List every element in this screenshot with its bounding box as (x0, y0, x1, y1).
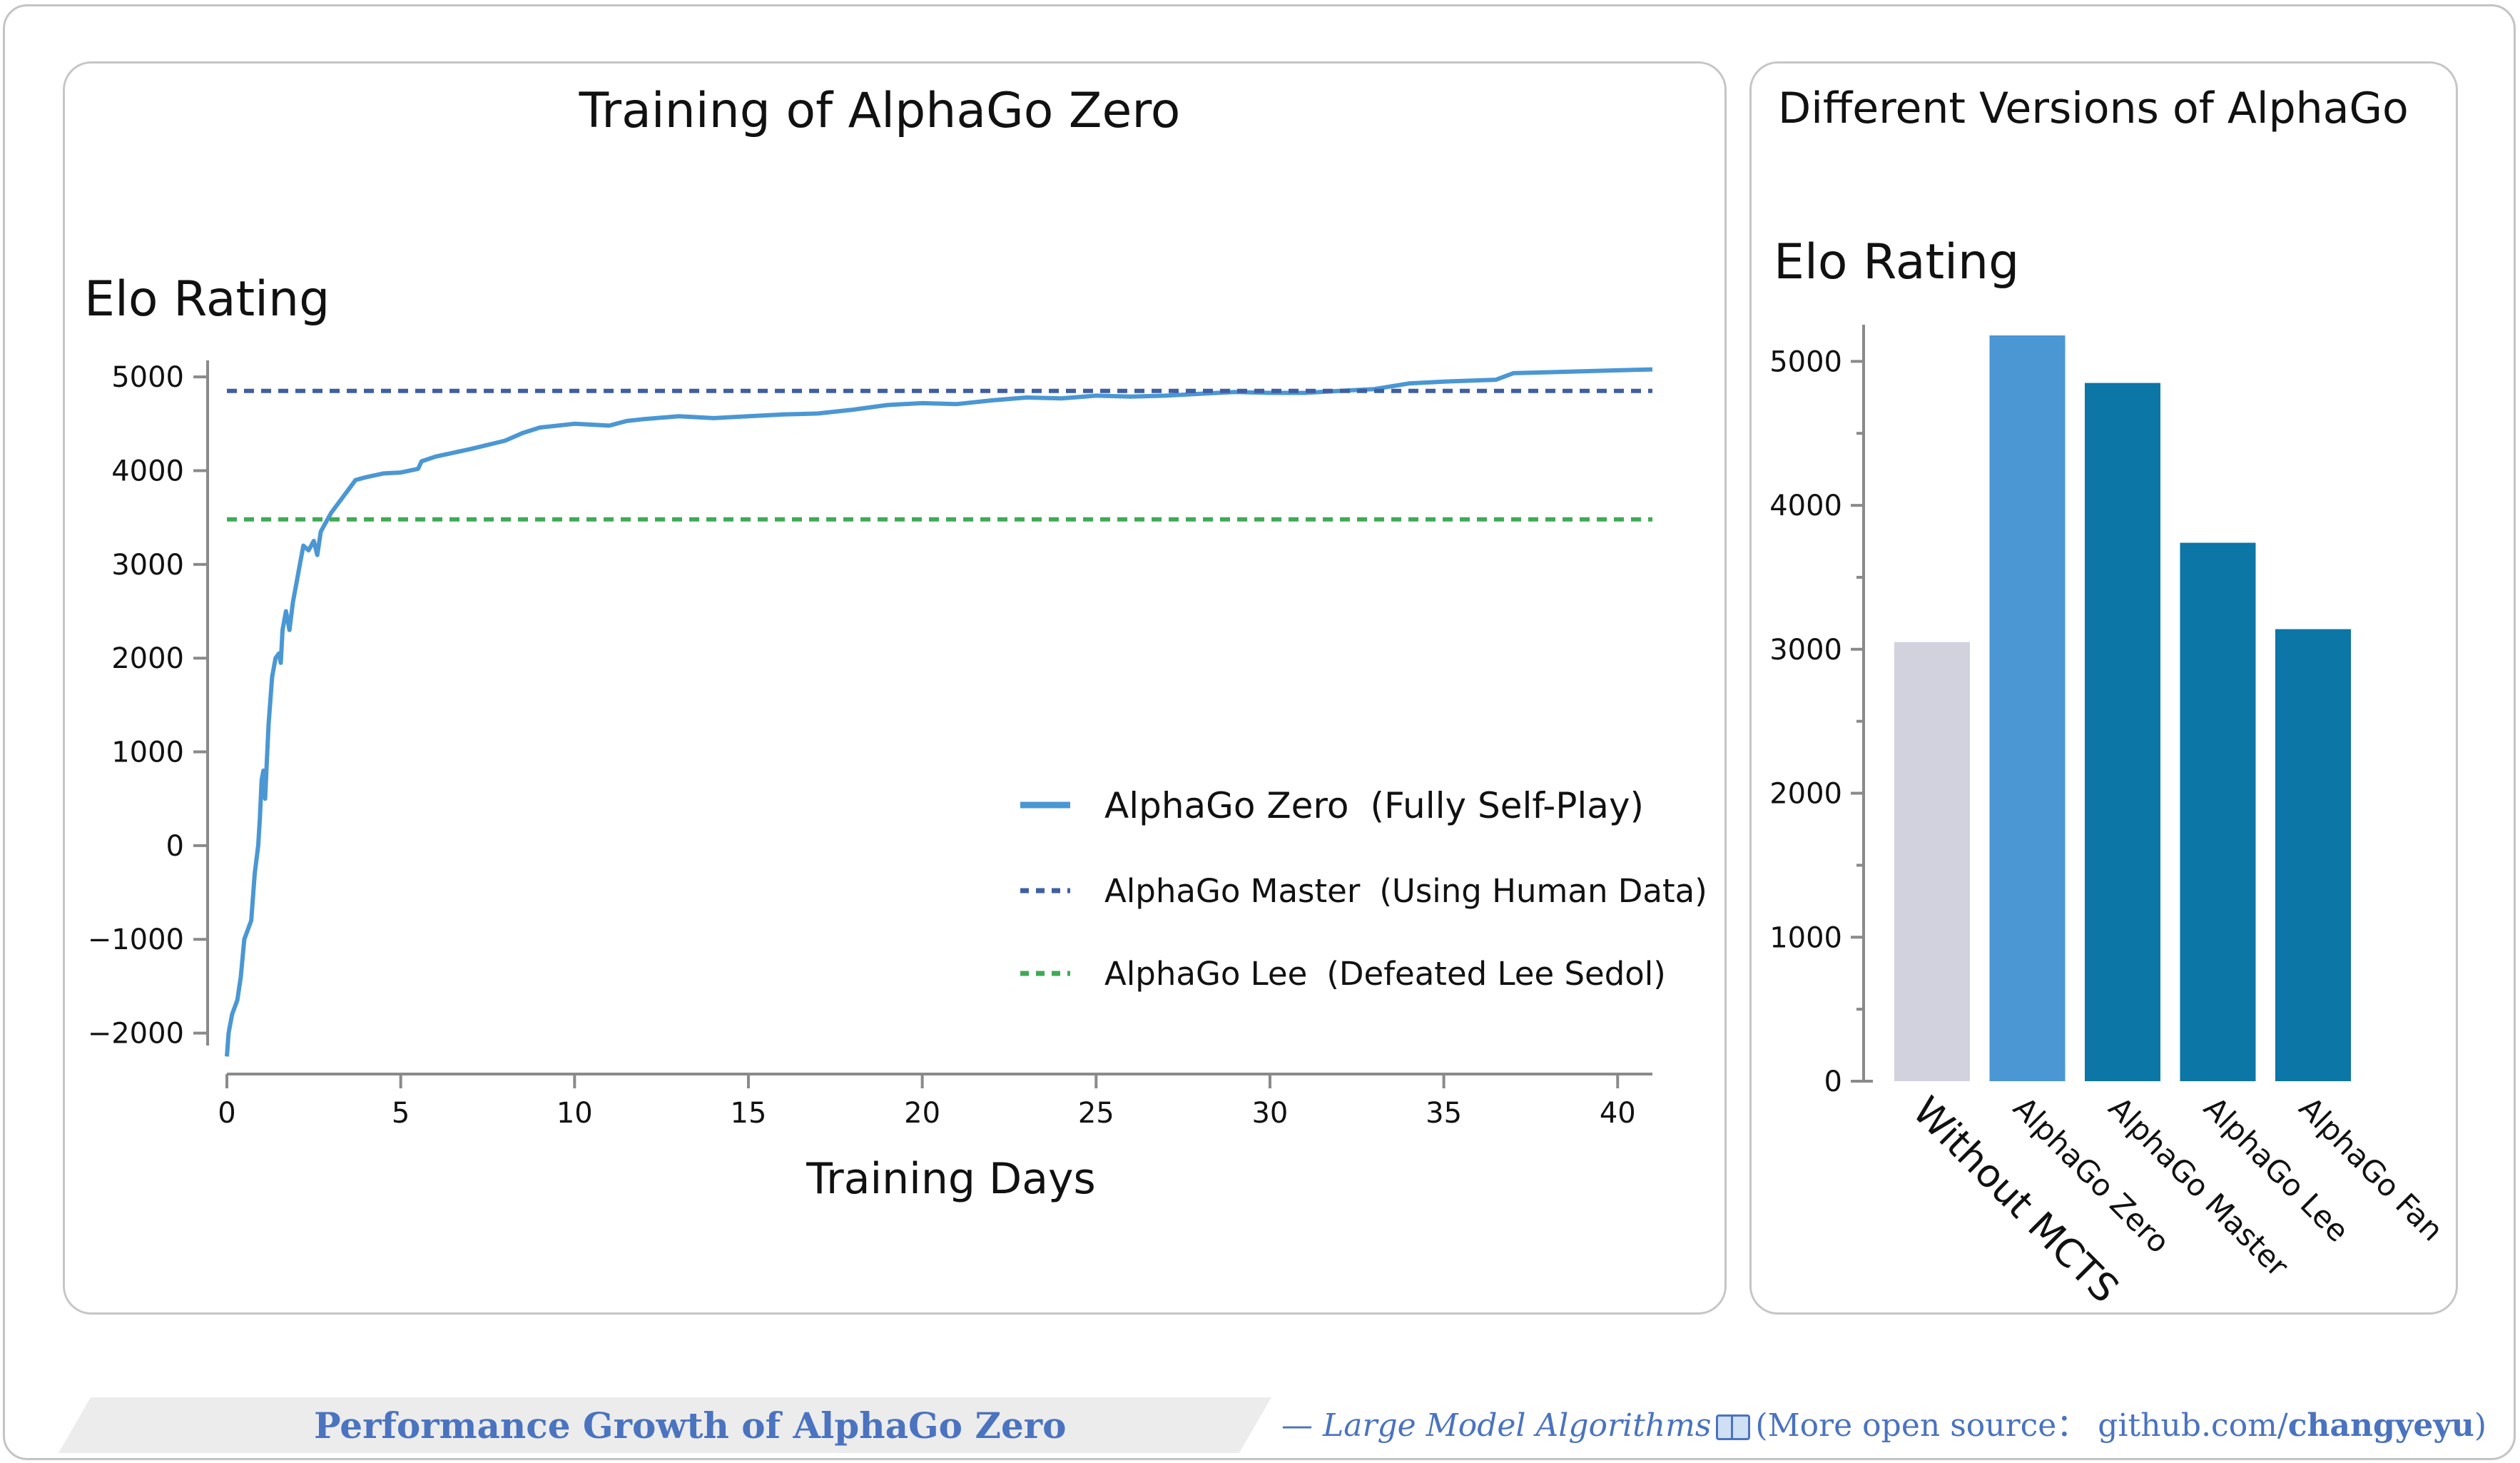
legend-label: AlphaGo Lee (Defeated Lee Sedol) (1104, 955, 1666, 993)
legend-label: AlphaGo Zero (Fully Self-Play) (1104, 785, 1644, 826)
legend-label: AlphaGo Master (Using Human Data) (1104, 872, 1707, 910)
x-tick-label: 0 (218, 1097, 235, 1130)
footer-credit-suffix: ) (2474, 1407, 2487, 1444)
x-tick-label: 40 (1600, 1097, 1636, 1130)
legend-series-name: AlphaGo Lee (1104, 955, 1307, 993)
bar (2275, 629, 2351, 1081)
bar-y-tick-label: 2000 (1769, 778, 1842, 811)
left-chart-panel (63, 61, 1727, 1315)
x-tick-label: 5 (392, 1097, 410, 1130)
legend-series-note: (Defeated Lee Sedol) (1326, 955, 1666, 993)
line-chart-ylabel: Elo Rating (84, 271, 330, 328)
line-chart-axes: −2000 −1000 0 1000 2000 3000 4000 5000 0 5 10 15 20 2… (88, 360, 1652, 1130)
legend-series-name: AlphaGo Master (1104, 872, 1361, 910)
y-tick-label: 2000 (111, 642, 184, 675)
line-chart-xlabel: Training Days (806, 1154, 1096, 1204)
y-tick-label: 1000 (111, 736, 184, 769)
x-tick-label: 10 (557, 1097, 593, 1130)
y-tick-label: −2000 (88, 1018, 184, 1051)
bar-chart-title: Different Versions of AlphaGo (1778, 83, 2409, 133)
bar-y-tick-label: 4000 (1769, 490, 1842, 522)
y-tick-label: 3000 (111, 549, 184, 582)
x-tick-label: 30 (1251, 1097, 1288, 1130)
bar-chart-ylabel: Elo Rating (1774, 234, 2019, 290)
footer-credit-user[interactable]: changyeyu (2287, 1407, 2474, 1444)
bar-y-tick-label: 5000 (1769, 345, 1842, 378)
x-tick-label: 25 (1078, 1097, 1114, 1130)
line-chart-legend: AlphaGo Zero (Fully Self-Play) AlphaGo Mas… (1020, 785, 1707, 993)
line-chart-title: Training of AlphaGo Zero (579, 83, 1181, 139)
legend-series-name: AlphaGo Zero (1104, 785, 1348, 826)
line-chart-series (225, 367, 1653, 1057)
footer-credit[interactable]: — Large Model Algorithms (More open sourc… (1281, 1401, 2486, 1451)
legend-series-note: (Using Human Data) (1379, 872, 1707, 910)
footer-credit-prefix: — Large Model Algorithms (1281, 1407, 1712, 1444)
x-tick-label: 35 (1426, 1097, 1462, 1130)
footer-band (59, 1397, 1271, 1453)
y-tick-label: 4000 (111, 455, 184, 487)
footer-caption: Performance Growth of AlphaGo Zero (314, 1404, 1067, 1447)
bar (2085, 383, 2160, 1081)
y-tick-label: 5000 (111, 361, 184, 394)
bar-y-tick-label: 0 (1824, 1065, 1842, 1098)
bar-y-tick-label: 3000 (1769, 634, 1842, 667)
bar-y-tick-label: 1000 (1769, 921, 1842, 954)
page-frame (3, 4, 2516, 1460)
bar-category-label: AlphaGo Master (2102, 1090, 2296, 1284)
bar (1989, 335, 2066, 1081)
bar-chart-bars (1894, 335, 2351, 1081)
legend-series-note: (Fully Self-Play) (1370, 785, 1644, 826)
alphago-zero-line (225, 367, 1653, 1057)
bar (1894, 642, 1970, 1081)
y-tick-label: 0 (166, 830, 184, 863)
x-tick-label: 20 (904, 1097, 940, 1130)
bar (2180, 542, 2256, 1081)
y-tick-label: −1000 (88, 923, 184, 956)
footer-credit-middle: (More open source： github.com/ (1755, 1407, 2288, 1444)
book-icon (1715, 1413, 1751, 1440)
x-tick-label: 15 (731, 1097, 767, 1130)
